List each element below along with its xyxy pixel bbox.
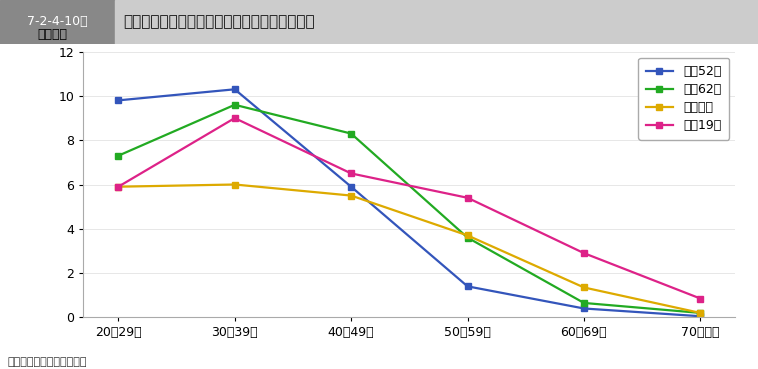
昭和52年 bbox=[114, 98, 123, 103]
Line: 昭和52年: 昭和52年 bbox=[114, 86, 704, 320]
昭和52年 bbox=[463, 284, 472, 289]
平成９年 bbox=[463, 233, 472, 238]
昭和62年 bbox=[696, 311, 705, 315]
平把19年 bbox=[114, 184, 123, 189]
平把19年 bbox=[463, 196, 472, 200]
平成９年 bbox=[230, 182, 240, 187]
Text: 新受刑者の年次別・入所時年齢層別人員の推移: 新受刑者の年次別・入所時年齢層別人員の推移 bbox=[123, 14, 315, 29]
昭和62年 bbox=[463, 235, 472, 240]
平把19年 bbox=[230, 116, 240, 120]
平成９年 bbox=[696, 311, 705, 315]
平把19年 bbox=[696, 296, 705, 301]
昭和62年 bbox=[579, 301, 588, 305]
平成９年 bbox=[114, 184, 123, 189]
平成９年 bbox=[346, 193, 356, 198]
Bar bbox=[115, 0, 758, 44]
Bar bbox=[0, 0, 115, 44]
Text: （千人）: （千人） bbox=[38, 28, 67, 41]
平成９年 bbox=[579, 285, 588, 290]
Text: 7-2-4-10図: 7-2-4-10図 bbox=[27, 15, 88, 28]
平把19年 bbox=[346, 171, 356, 176]
昭和52年 bbox=[230, 87, 240, 92]
昭和52年 bbox=[579, 306, 588, 311]
Line: 昭和62年: 昭和62年 bbox=[114, 101, 704, 316]
昭和62年 bbox=[114, 154, 123, 158]
Line: 平把19年: 平把19年 bbox=[114, 115, 704, 302]
Line: 平成９年: 平成９年 bbox=[114, 181, 704, 316]
平把19年 bbox=[579, 251, 588, 255]
昭和62年 bbox=[230, 103, 240, 107]
昭和52年 bbox=[696, 314, 705, 318]
Legend: 昭和52年, 昭和62年, 平成９年, 平把19年: 昭和52年, 昭和62年, 平成９年, 平把19年 bbox=[638, 58, 729, 140]
Text: 注　矯正統計年報による。: 注 矯正統計年報による。 bbox=[8, 357, 87, 367]
昭和52年 bbox=[346, 184, 356, 189]
昭和62年 bbox=[346, 131, 356, 136]
